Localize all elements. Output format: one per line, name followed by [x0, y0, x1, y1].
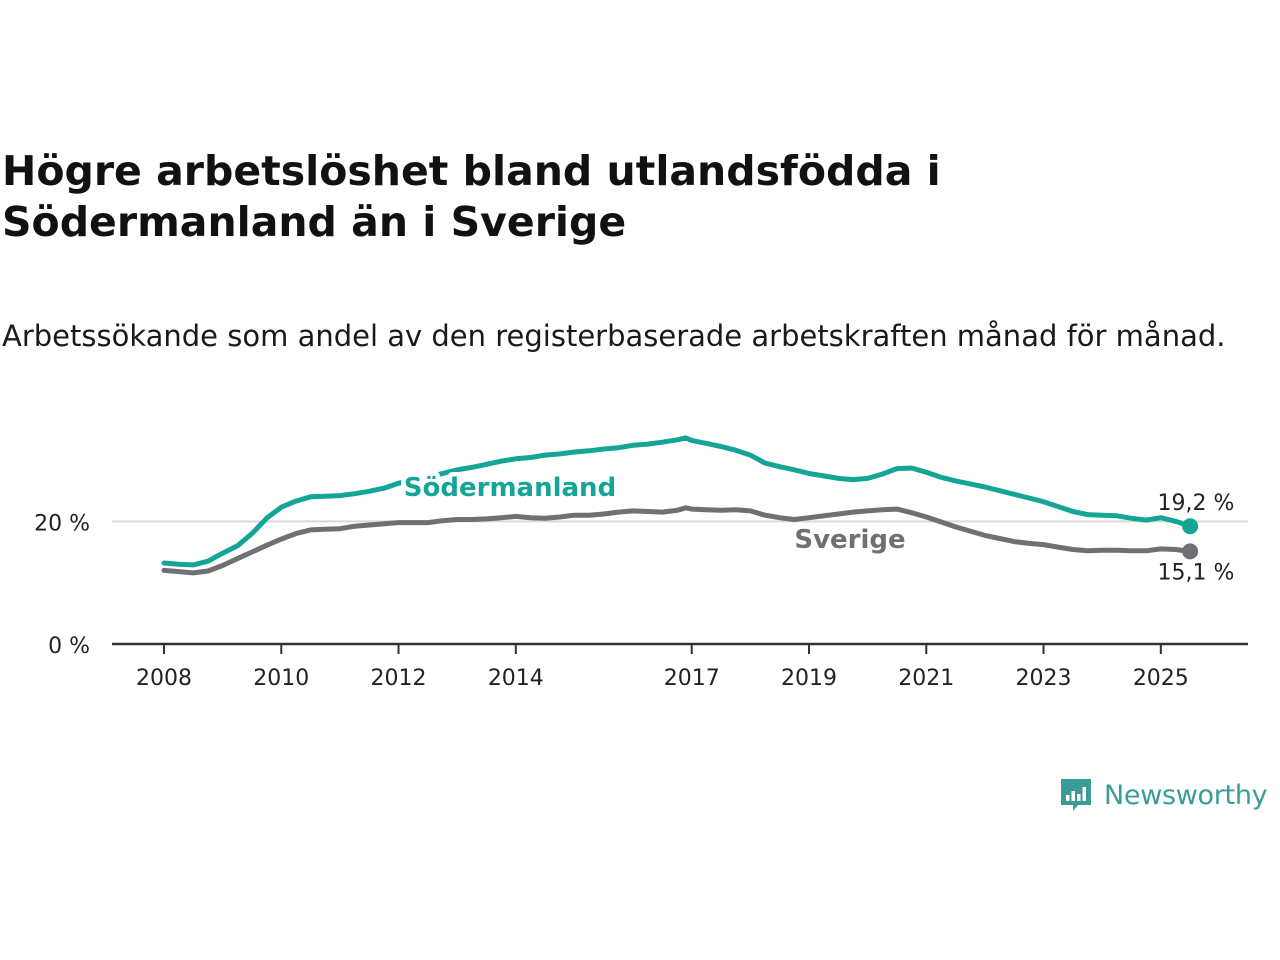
- x-tick-label: 2025: [1133, 666, 1189, 691]
- x-tick-label: 2023: [1016, 666, 1072, 691]
- series-end-point: [1182, 543, 1199, 560]
- x-tick-label: 2014: [488, 666, 544, 691]
- series-end-point: [1182, 518, 1199, 535]
- line-chart: 0 % 20 % 2008 2010 2012 2014 2017 2019 2021 2023 2…: [34, 435, 1248, 691]
- series-name-label: Sverige: [794, 525, 905, 555]
- series-line-sverige: [161, 505, 1193, 576]
- x-tick-label: 2008: [136, 666, 192, 691]
- axis-layer: 0 % 20 % 2008 2010 2012 2014 2017 2019 2021 2023 2…: [34, 511, 1248, 691]
- series-name-label: Södermanland: [404, 473, 616, 503]
- x-tick-label: 2021: [898, 666, 954, 691]
- x-tick-label: 2010: [253, 666, 309, 691]
- logo-text: Newsworthy: [1104, 779, 1268, 811]
- x-tick-label: 2017: [664, 666, 720, 691]
- series-layer: [161, 435, 1199, 576]
- y-tick-label: 0 %: [48, 634, 90, 659]
- y-tick-label: 20 %: [34, 511, 90, 536]
- series-end-value-label: 19,2 %: [1158, 491, 1235, 516]
- bar-chart-icon: [1061, 779, 1091, 811]
- label-layer: Södermanland Sverige 19,2 % 15,1 %: [399, 469, 1237, 589]
- chart-subtitle: Arbetssökande som andel av den registerb…: [2, 319, 1226, 353]
- newsworthy-logo[interactable]: Newsworthy: [1058, 772, 1268, 818]
- chart-title: Högre arbetslöshet bland utlandsfödda i …: [2, 147, 941, 246]
- series-end-value-label: 15,1 %: [1158, 560, 1235, 585]
- x-tick-label: 2019: [781, 666, 837, 691]
- x-tick-label: 2012: [371, 666, 427, 691]
- series-line-sodermanland: [161, 435, 1193, 568]
